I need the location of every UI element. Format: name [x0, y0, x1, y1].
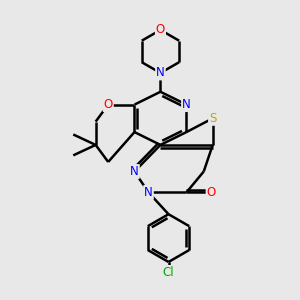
Text: N: N	[182, 98, 191, 111]
Text: O: O	[103, 98, 113, 111]
Text: O: O	[207, 186, 216, 199]
Text: N: N	[130, 165, 139, 178]
Text: N: N	[156, 67, 165, 80]
Text: Cl: Cl	[163, 266, 174, 279]
Text: S: S	[209, 112, 216, 125]
Text: N: N	[144, 186, 153, 199]
Text: O: O	[156, 23, 165, 37]
